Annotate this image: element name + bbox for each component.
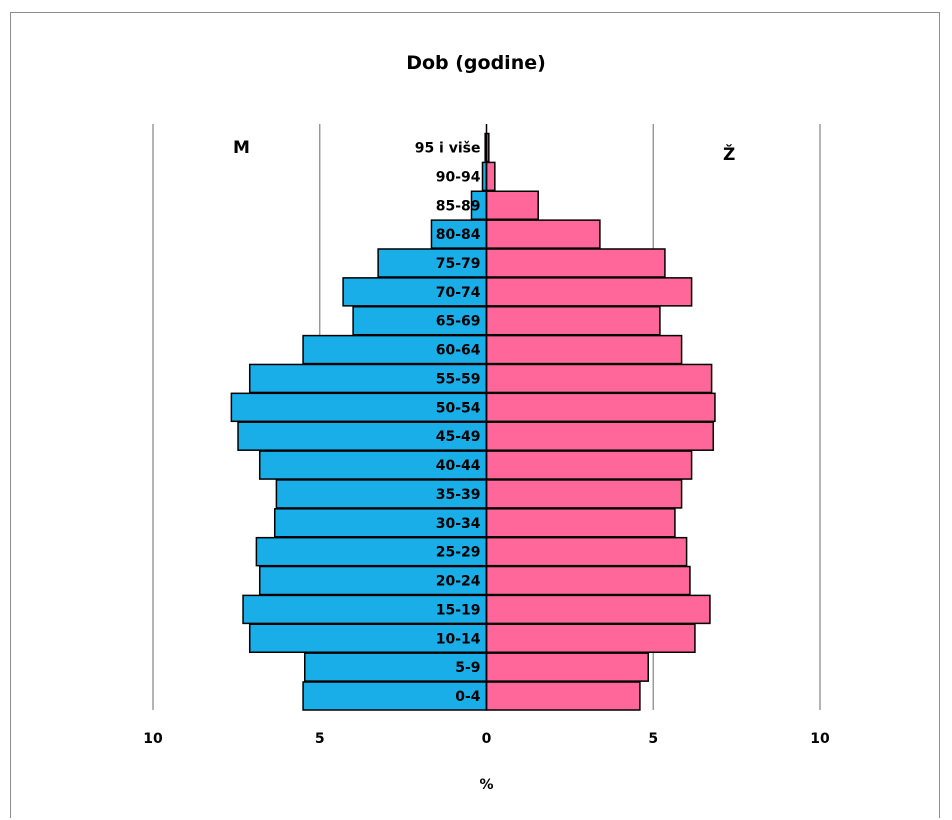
bar-male xyxy=(302,334,488,365)
x-tick-label: 10 xyxy=(143,731,163,747)
male-side-label: M xyxy=(233,138,250,158)
x-axis-title: % xyxy=(479,777,493,793)
category-label: 60-64 xyxy=(436,343,481,359)
bar-male xyxy=(302,681,488,711)
bar-female xyxy=(485,508,676,538)
bar-female xyxy=(485,334,683,365)
bar-female xyxy=(485,594,711,625)
category-label: 35-39 xyxy=(436,487,481,503)
category-label: 20-24 xyxy=(436,574,481,590)
category-label: 15-19 xyxy=(436,602,481,618)
bar-male xyxy=(352,305,488,336)
category-label: 55-59 xyxy=(436,371,481,387)
x-tick-label: 10 xyxy=(810,731,830,747)
bar-female xyxy=(485,421,715,451)
category-label: 90-94 xyxy=(436,169,481,185)
bar-female xyxy=(485,248,666,278)
category-label: 30-34 xyxy=(436,516,481,532)
bar-male xyxy=(258,450,488,480)
bar-female xyxy=(485,363,713,394)
bar-male xyxy=(230,392,488,423)
bar-female xyxy=(485,623,696,654)
category-label: 5-9 xyxy=(455,660,480,676)
bar-male xyxy=(275,479,488,509)
category-label: 85-89 xyxy=(436,198,481,214)
bar-female xyxy=(485,161,496,192)
bar-female xyxy=(485,565,691,596)
category-label: 10-14 xyxy=(436,631,481,647)
bar-female xyxy=(485,190,539,221)
x-tick-label: 5 xyxy=(648,731,658,747)
bar-female xyxy=(485,681,641,711)
bar-female xyxy=(485,479,683,509)
category-label: 70-74 xyxy=(436,285,481,301)
category-label: 45-49 xyxy=(436,429,481,445)
bar-male xyxy=(430,219,488,249)
bar-female xyxy=(485,536,688,567)
bar-female xyxy=(485,652,649,682)
category-label: 75-79 xyxy=(436,256,481,272)
category-label: 40-44 xyxy=(436,458,481,474)
bar-male xyxy=(377,248,488,278)
bar-female xyxy=(485,277,693,307)
category-label: 25-29 xyxy=(436,545,481,561)
category-label: 50-54 xyxy=(436,400,481,416)
x-tick-label: 0 xyxy=(482,731,492,747)
category-label: 95 i više xyxy=(415,141,481,157)
bar-male xyxy=(342,277,488,307)
category-label: 0-4 xyxy=(455,689,481,705)
bar-female xyxy=(485,392,716,423)
category-label: 65-69 xyxy=(436,314,481,330)
bar-female xyxy=(485,450,693,480)
bar-female xyxy=(485,219,601,249)
chart-title: Dob (godine) xyxy=(406,52,546,74)
female-side-label: Ž xyxy=(723,143,735,165)
bar-female xyxy=(485,305,661,336)
bar-male xyxy=(248,363,488,394)
bar-male xyxy=(273,508,488,538)
category-label: 80-84 xyxy=(436,227,481,243)
x-tick-label: 5 xyxy=(315,731,325,747)
